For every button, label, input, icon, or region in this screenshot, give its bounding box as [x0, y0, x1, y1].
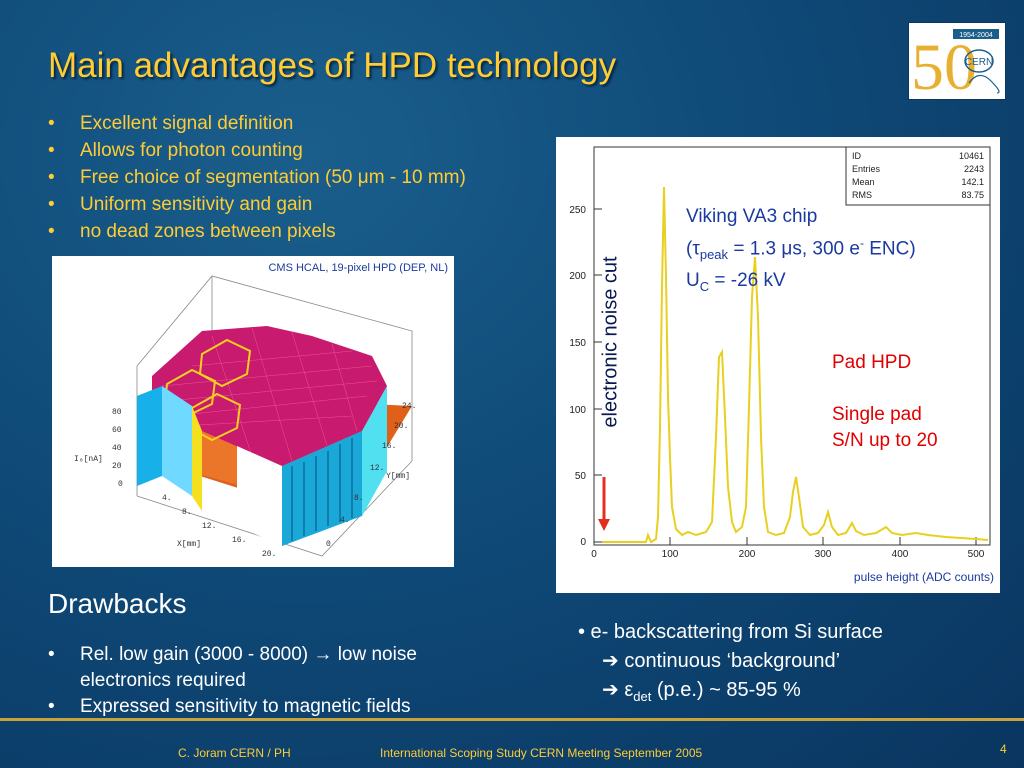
z-tick-0: 0 — [118, 480, 123, 489]
backscatter-line: • e- backscattering from Si surface — [578, 621, 883, 643]
histogram-caption-text: pulse height (ADC counts) — [853, 570, 994, 584]
sn-ratio-line: S/N up to 20 — [832, 430, 938, 451]
logo-years: 1954-2004 — [959, 32, 993, 39]
stat-value: 2243 — [964, 164, 984, 174]
page-number: 4 — [1000, 742, 1007, 756]
advantage-item: Free choice of segmentation (50 μm - 10 … — [48, 164, 466, 191]
y-tick-0: 0 — [580, 537, 586, 548]
y-axis-label: Y[mm] — [386, 472, 410, 481]
electronic-noise-cut-label: electronic noise cut — [599, 256, 622, 428]
viking-chip-annotation: Viking VA3 chip (τpeak = 1.3 μs, 300 e- … — [686, 204, 916, 300]
y-tick-16: 16. — [382, 442, 396, 451]
voltage-line: UC = -26 kV — [686, 270, 786, 294]
y-tick-12: 12. — [370, 464, 384, 473]
drawbacks-list: Rel. low gain (3000 - 8000) → low noise … — [48, 642, 508, 720]
plot3d-caption: CMS HCAL, 19-pixel HPD (DEP, NL) — [268, 262, 448, 274]
z-axis-label: I₀[nA] — [74, 455, 103, 464]
stat-label: Entries — [852, 164, 881, 174]
histogram-caption: pulse height (ADC counts) — [820, 566, 1000, 592]
x-tick-200: 200 — [739, 549, 756, 560]
y-tick-8: 8. — [354, 494, 364, 503]
drawback-item: Expressed sensitivity to magnetic fields — [48, 694, 508, 720]
x-tick-16: 16. — [232, 536, 246, 545]
viking-chip-line: Viking VA3 chip — [686, 206, 818, 227]
y-tick-150: 150 — [569, 338, 586, 349]
peak-time-line: (τpeak = 1.3 μs, 300 e- ENC) — [686, 236, 916, 263]
y-tick-24: 24. — [402, 402, 416, 411]
x-tick-100: 100 — [662, 549, 679, 560]
drawbacks-heading: Drawbacks — [48, 588, 187, 619]
z-tick-80: 80 — [112, 408, 122, 417]
z-tick-20: 20 — [112, 462, 122, 471]
stat-value: 142.1 — [961, 177, 984, 187]
y-tick-0: 0 — [326, 540, 331, 549]
background-line: ➔ continuous ‘background’ — [602, 650, 841, 672]
x-tick-20: 20. — [262, 550, 276, 559]
y-tick-100: 100 — [569, 405, 586, 416]
pulse-height-histogram: ID 10461 Entries 2243 Mean 142.1 RMS 83.… — [556, 137, 1000, 593]
slide-title: Main advantages of HPD technology — [48, 46, 617, 85]
logo-number: 50 — [911, 31, 977, 99]
z-tick-60: 60 — [112, 426, 122, 435]
footer-author: C. Joram CERN / PH — [178, 746, 291, 760]
stat-label: ID — [852, 151, 862, 161]
advantage-item: Allows for photon counting — [48, 137, 466, 164]
y-tick-200: 200 — [569, 271, 586, 282]
x-axis-label: X[mm] — [177, 540, 201, 549]
x-tick-500: 500 — [968, 549, 985, 560]
drawback-item: Rel. low gain (3000 - 8000) → low noise … — [48, 642, 508, 694]
hpd-3d-plot: 80 60 40 20 0 I₀[nA] 4. 8. 12. 16. 20. X… — [52, 256, 454, 567]
efficiency-line: ➔ εdet (p.e.) ~ 85-95 % — [602, 679, 801, 704]
single-pad-line: Single pad — [832, 404, 922, 425]
advantage-item: Uniform sensitivity and gain — [48, 191, 466, 218]
stat-value: 83.75 — [961, 190, 984, 200]
advantage-item: no dead zones between pixels — [48, 218, 466, 245]
stat-label: RMS — [852, 190, 872, 200]
y-tick-250: 250 — [569, 205, 586, 216]
z-tick-40: 40 — [112, 444, 122, 453]
y-tick-4: 4. — [340, 516, 350, 525]
stat-value: 10461 — [959, 151, 984, 161]
y-tick-50: 50 — [575, 471, 587, 482]
backscattering-notes: • e- backscattering from Si surface ➔ co… — [578, 618, 883, 711]
x-tick-8: 8. — [182, 508, 192, 517]
footer-divider — [0, 718, 1024, 721]
pad-hpd-line: Pad HPD — [832, 352, 912, 373]
footer-event: International Scoping Study CERN Meeting… — [380, 746, 703, 760]
x-tick-300: 300 — [815, 549, 832, 560]
pad-hpd-annotation: Pad HPD Single pad S/N up to 20 — [832, 350, 938, 454]
x-tick-400: 400 — [892, 549, 909, 560]
x-tick-4: 4. — [162, 494, 172, 503]
cern-50-logo: 1954-2004 50 CERN — [908, 22, 1006, 104]
x-tick-0: 0 — [591, 549, 597, 560]
stat-label: Mean — [852, 177, 875, 187]
advantage-item: Excellent signal definition — [48, 110, 466, 137]
y-tick-20: 20. — [394, 422, 408, 431]
histogram-trace — [602, 186, 989, 544]
x-tick-12: 12. — [202, 522, 216, 531]
logo-name: CERN — [965, 57, 993, 68]
advantages-list: Excellent signal definition Allows for p… — [48, 110, 466, 245]
